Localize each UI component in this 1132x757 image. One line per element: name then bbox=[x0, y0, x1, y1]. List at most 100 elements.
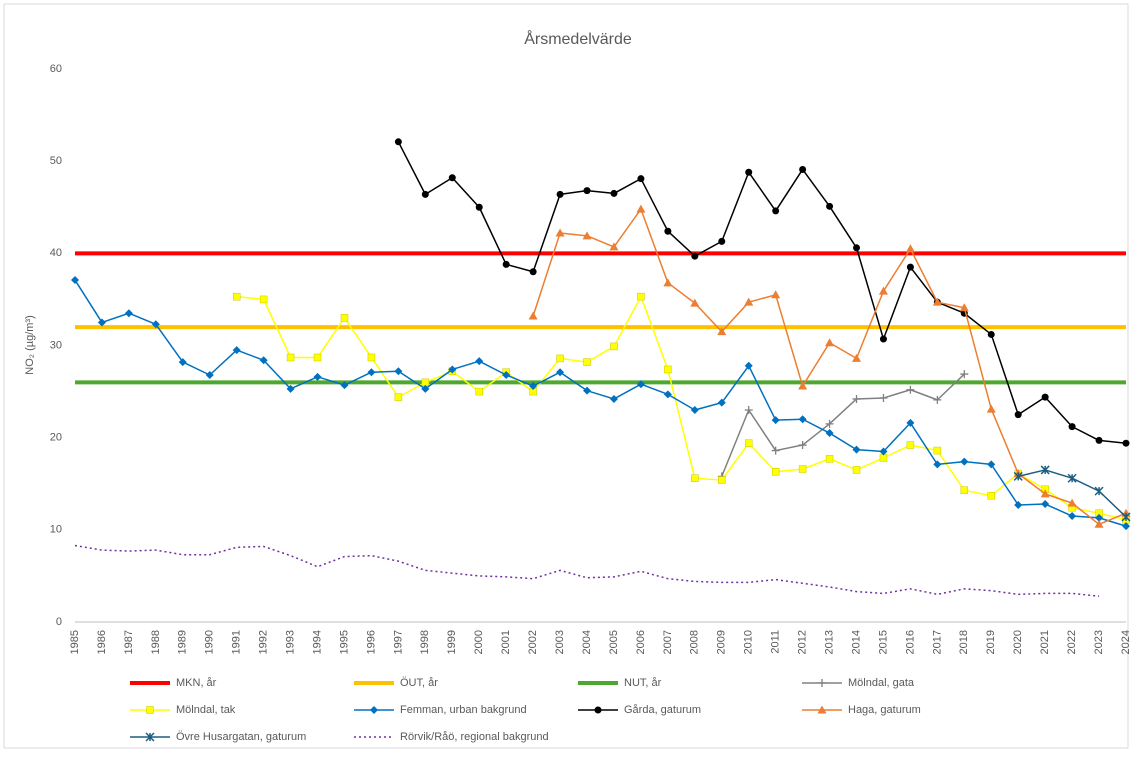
marker bbox=[609, 394, 618, 403]
marker bbox=[879, 454, 888, 462]
marker bbox=[932, 297, 942, 306]
marker bbox=[421, 190, 429, 198]
marker bbox=[718, 476, 726, 484]
x-tick-label: 2021 bbox=[1039, 630, 1051, 654]
marker bbox=[370, 706, 378, 714]
marker bbox=[636, 204, 646, 213]
marker bbox=[1121, 512, 1131, 522]
marker bbox=[394, 393, 403, 401]
marker bbox=[609, 242, 619, 251]
series-line bbox=[397, 141, 1127, 444]
x-tick-label: 2007 bbox=[662, 630, 674, 654]
marker bbox=[97, 318, 106, 327]
marker bbox=[1068, 512, 1077, 521]
marker bbox=[987, 330, 995, 338]
x-tick-label: 1989 bbox=[177, 630, 189, 654]
marker bbox=[205, 370, 214, 379]
x-tick-label: 1992 bbox=[258, 630, 270, 654]
marker bbox=[745, 168, 753, 176]
marker bbox=[690, 298, 700, 307]
marker bbox=[744, 439, 753, 447]
marker bbox=[636, 380, 645, 389]
marker bbox=[394, 367, 403, 376]
x-tick-label: 1987 bbox=[123, 630, 135, 654]
marker bbox=[772, 207, 780, 215]
marker bbox=[637, 292, 645, 301]
x-tick-label: 2019 bbox=[985, 630, 997, 654]
marker bbox=[394, 138, 402, 146]
x-tick-label: 2005 bbox=[608, 630, 620, 654]
marker bbox=[340, 381, 349, 390]
marker bbox=[1067, 473, 1077, 483]
marker bbox=[448, 365, 457, 374]
marker bbox=[825, 429, 834, 438]
x-tick-label: 2001 bbox=[500, 630, 512, 654]
y-tick-label: 60 bbox=[50, 63, 62, 75]
marker bbox=[1041, 393, 1049, 401]
marker bbox=[960, 370, 969, 379]
x-tick-label: 1985 bbox=[69, 630, 81, 654]
legend-label: Rörvik/Råö, regional bakgrund bbox=[400, 731, 549, 743]
marker bbox=[664, 365, 672, 374]
marker bbox=[610, 342, 618, 351]
marker bbox=[313, 372, 322, 381]
legend-label: Mölndal, tak bbox=[176, 704, 236, 716]
marker bbox=[475, 387, 483, 396]
marker bbox=[421, 378, 430, 387]
x-tick-label: 1988 bbox=[150, 630, 162, 654]
marker bbox=[1067, 498, 1077, 507]
marker bbox=[817, 705, 827, 714]
x-tick-label: 2023 bbox=[1093, 630, 1105, 654]
y-tick-label: 0 bbox=[56, 616, 62, 628]
marker bbox=[933, 395, 942, 404]
x-tick-label: 2010 bbox=[743, 630, 755, 654]
y-tick-label: 30 bbox=[50, 339, 62, 351]
x-tick-label: 2014 bbox=[850, 630, 862, 654]
x-tick-label: 2012 bbox=[797, 630, 809, 654]
marker bbox=[717, 327, 727, 336]
x-tick-label: 2017 bbox=[931, 630, 943, 654]
marker bbox=[878, 286, 888, 295]
marker bbox=[906, 263, 914, 271]
x-tick-label: 2022 bbox=[1066, 630, 1078, 654]
marker bbox=[691, 252, 699, 260]
marker bbox=[825, 338, 835, 347]
marker bbox=[1094, 519, 1104, 528]
marker bbox=[852, 353, 862, 362]
marker bbox=[717, 398, 726, 407]
marker bbox=[1095, 436, 1103, 444]
x-tick-label: 2008 bbox=[689, 630, 701, 654]
y-tick-label: 10 bbox=[50, 524, 62, 536]
x-tick-label: 2002 bbox=[527, 630, 539, 654]
marker bbox=[744, 297, 754, 306]
marker bbox=[960, 486, 969, 494]
marker bbox=[151, 320, 160, 329]
x-tick-label: 1998 bbox=[419, 630, 431, 654]
x-tick-label: 1995 bbox=[338, 630, 350, 654]
marker bbox=[1094, 486, 1104, 496]
marker bbox=[475, 203, 483, 211]
x-tick-label: 2006 bbox=[635, 630, 647, 654]
marker bbox=[663, 390, 672, 399]
legend-label: ÖUT, år bbox=[400, 677, 438, 689]
marker bbox=[556, 368, 565, 377]
marker bbox=[145, 732, 155, 742]
marker bbox=[1068, 423, 1076, 431]
x-tick-label: 2004 bbox=[581, 630, 593, 654]
marker bbox=[744, 406, 753, 415]
series-line bbox=[74, 279, 1127, 527]
marker bbox=[825, 455, 834, 463]
marker bbox=[556, 354, 564, 363]
marker bbox=[905, 244, 915, 253]
x-tick-label: 1991 bbox=[231, 630, 243, 654]
marker bbox=[690, 406, 699, 415]
x-tick-label: 2016 bbox=[904, 630, 916, 654]
marker bbox=[852, 394, 861, 403]
marker bbox=[1040, 489, 1050, 498]
marker bbox=[529, 382, 538, 391]
marker bbox=[1041, 500, 1050, 509]
marker bbox=[475, 357, 484, 366]
marker bbox=[987, 491, 996, 500]
marker bbox=[771, 416, 780, 425]
